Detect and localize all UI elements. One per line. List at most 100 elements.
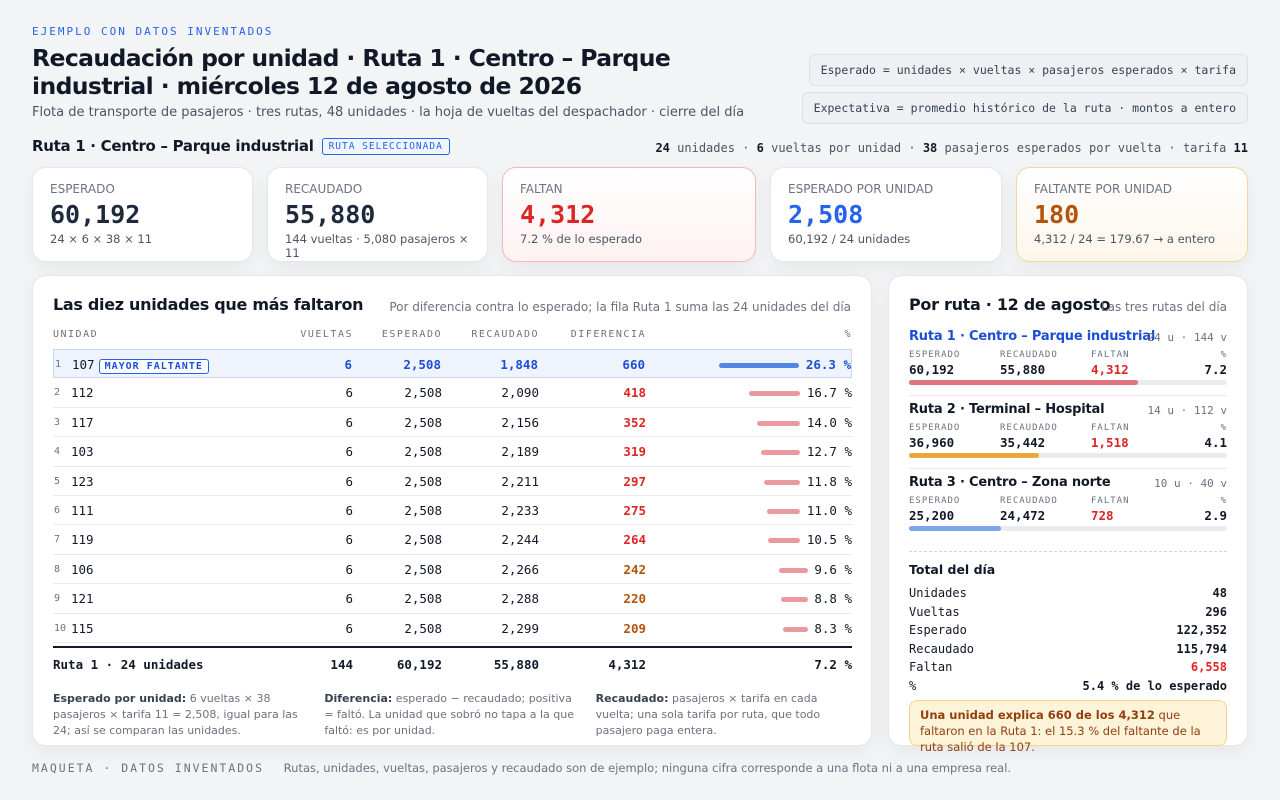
row-trips: 6 bbox=[345, 473, 353, 489]
label-collected: RECAUDADO bbox=[1000, 350, 1058, 360]
total-item-value: 296 bbox=[1205, 604, 1227, 619]
route-name: Ruta 1 · Centro – Parque industrial bbox=[32, 137, 314, 155]
row-diff: 352 bbox=[623, 414, 646, 430]
route-block-labels: ESPERADO RECAUDADO FALTAN% bbox=[909, 423, 1227, 435]
value-pct: 2.9 bbox=[1204, 508, 1227, 523]
pct-bar bbox=[781, 597, 808, 603]
note-text: 6 vueltas × 38 pasajeros × tarifa 11 = 2… bbox=[53, 692, 298, 737]
footer-label: MAQUETA · DATOS INVENTADOS bbox=[32, 761, 265, 775]
route-progress-track bbox=[909, 380, 1227, 385]
unit-number: 117 bbox=[71, 414, 94, 430]
col-pct: % bbox=[844, 329, 852, 340]
value-missing: 1,518 bbox=[1091, 435, 1129, 450]
total-trips: 144 bbox=[330, 656, 353, 672]
table-row: 6 111 6 2,508 2,233 275 11.0 % bbox=[53, 496, 852, 526]
table-note: Por diferencia contra lo esperado; la fi… bbox=[389, 300, 851, 314]
route-progress-track bbox=[909, 453, 1227, 458]
kpi-value: 2,508 bbox=[788, 200, 864, 229]
col-trips: VUELTAS bbox=[300, 329, 353, 340]
row-collected: 2,090 bbox=[501, 385, 539, 401]
value-collected: 35,442 bbox=[1000, 435, 1046, 450]
total-diff: 4,312 bbox=[608, 656, 646, 672]
row-unit: 103 bbox=[71, 444, 94, 459]
col-collected: RECAUDADO bbox=[471, 329, 539, 340]
row-trips: 6 bbox=[345, 620, 353, 636]
table-body: 1 107 MAYOR FALTANTE 6 2,508 1,848 660 26.3 % 2 1… bbox=[53, 349, 852, 643]
row-index: 6 bbox=[54, 504, 61, 516]
note-diff: Diferencia: esperado − recaudado; positi… bbox=[324, 691, 581, 739]
kpi-label: FALTANTE POR UNIDAD bbox=[1034, 182, 1172, 196]
row-collected: 2,156 bbox=[501, 414, 539, 430]
route-units: 24 bbox=[655, 141, 670, 155]
row-pct: 16.7 % bbox=[806, 385, 852, 401]
unit-number: 103 bbox=[71, 444, 94, 460]
row-collected: 2,233 bbox=[501, 502, 539, 518]
top-units-panel: Las diez unidades que más faltaron Por d… bbox=[32, 275, 872, 746]
total-pct: 7.2 % bbox=[814, 656, 852, 672]
pct-bar bbox=[719, 363, 800, 368]
label-pct: % bbox=[1220, 423, 1227, 433]
row-unit: 111 bbox=[71, 503, 94, 518]
page-title: Recaudación por unidad · Ruta 1 · Centro… bbox=[32, 44, 671, 100]
row-unit: 106 bbox=[71, 562, 94, 577]
row-index: 4 bbox=[54, 446, 61, 458]
note-term: Diferencia: bbox=[324, 692, 393, 705]
row-expected: 2,508 bbox=[404, 414, 442, 430]
row-expected: 2,508 bbox=[404, 473, 442, 489]
pct-bar bbox=[749, 391, 801, 397]
total-collected: 55,880 bbox=[493, 656, 539, 672]
total-item-value: 115,794 bbox=[1176, 641, 1227, 656]
total-item-value: 5.4 % de lo esperado bbox=[1082, 678, 1228, 693]
total-item: Vueltas 296 bbox=[909, 605, 1227, 619]
row-pct: 8.3 % bbox=[814, 620, 852, 636]
row-diff: 220 bbox=[623, 591, 646, 607]
row-diff: 319 bbox=[623, 444, 646, 460]
row-unit: 121 bbox=[71, 591, 94, 606]
row-diff: 297 bbox=[623, 473, 646, 489]
pct-bar bbox=[768, 538, 801, 544]
row-expected: 2,508 bbox=[404, 532, 442, 548]
side-title: Por ruta · 12 de agosto bbox=[909, 295, 1111, 314]
value-missing: 4,312 bbox=[1091, 362, 1129, 377]
total-label: Ruta 1 · 24 unidades bbox=[53, 656, 204, 672]
row-expected: 2,508 bbox=[403, 357, 441, 372]
row-expected: 2,508 bbox=[404, 561, 442, 577]
kpi-label: FALTAN bbox=[520, 182, 563, 196]
total-item-value: 6,558 bbox=[1190, 660, 1227, 674]
eyebrow: EJEMPLO CON DATOS INVENTADOS bbox=[32, 25, 274, 38]
row-diff: 264 bbox=[623, 532, 646, 548]
label-pct: % bbox=[1220, 350, 1227, 360]
col-unit: UNIDAD bbox=[53, 329, 99, 340]
route-block-labels: ESPERADO RECAUDADO FALTAN% bbox=[909, 350, 1227, 362]
row-unit: 119 bbox=[71, 532, 94, 547]
route-pax-label: pasajeros esperados por vuelta bbox=[944, 141, 1162, 155]
route-progress-fill bbox=[909, 526, 1002, 531]
row-trips: 6 bbox=[345, 385, 353, 401]
label-pct: % bbox=[1220, 496, 1227, 506]
route-progress-fill bbox=[909, 380, 1138, 385]
row-collected: 2,266 bbox=[501, 561, 539, 577]
row-trips: 6 bbox=[345, 444, 353, 460]
kpi-sub: 24 × 6 × 38 × 11 bbox=[50, 232, 153, 246]
kpi-label: ESPERADO POR UNIDAD bbox=[788, 182, 934, 196]
kpi-sub: 144 vueltas · 5,080 pasajeros × 11 bbox=[285, 232, 469, 260]
table-row: 4 103 6 2,508 2,189 319 12.7 % bbox=[53, 437, 852, 467]
table-row: 5 123 6 2,508 2,211 297 11.8 % bbox=[53, 467, 852, 496]
unit-number: 123 bbox=[71, 473, 94, 489]
row-collected: 2,299 bbox=[501, 620, 539, 636]
route-block-values: 36,960 35,442 1,518 4.1 bbox=[909, 435, 1227, 451]
value-expected: 36,960 bbox=[909, 435, 955, 450]
route-block: Ruta 3 · Centro – Zona norte 10 u · 40 v E… bbox=[909, 475, 1227, 531]
total-item: Unidades 48 bbox=[909, 586, 1227, 600]
kpi-label: ESPERADO bbox=[50, 182, 115, 196]
row-unit: 112 bbox=[71, 385, 94, 400]
row-pct: 10.5 % bbox=[806, 532, 852, 548]
total-item: Faltan 6,558 bbox=[909, 660, 1227, 674]
pct-bar bbox=[757, 420, 801, 426]
total-item-value: 122,352 bbox=[1176, 623, 1227, 637]
route-block-values: 60,192 55,880 4,312 7.2 bbox=[909, 362, 1227, 378]
total-item-label: Esperado bbox=[909, 623, 967, 637]
kpi-card-missing-per-unit: FALTANTE POR UNIDAD 180 4,312 / 24 = 179… bbox=[1016, 167, 1248, 262]
value-pct: 7.2 bbox=[1204, 362, 1227, 377]
row-index: 2 bbox=[54, 387, 61, 399]
